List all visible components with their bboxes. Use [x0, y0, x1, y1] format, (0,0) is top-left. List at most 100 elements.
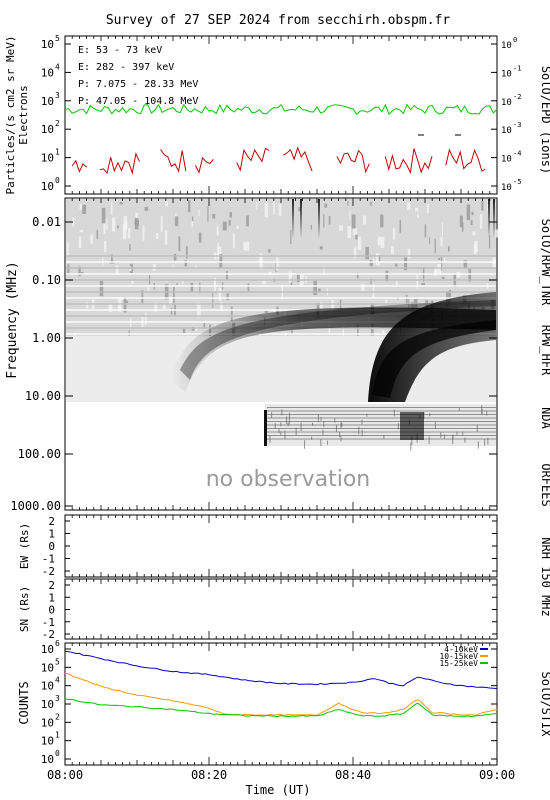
particles-ytick-right: 10 — [501, 183, 512, 193]
particles-ytick-exp: 3 — [55, 91, 60, 100]
stix-ytick-exp: 0 — [55, 749, 60, 758]
x-axis-label: Time (UT) — [245, 783, 310, 797]
figure-title: Survey of 27 SEP 2024 from secchirh.obsp… — [106, 13, 451, 28]
stix-right-label: SolO/STIX — [539, 671, 550, 737]
nrh-ytick: 2 — [48, 515, 497, 528]
x-axis: 08:00 08:20 08:40 09:00 — [47, 36, 515, 782]
label-orfees: ORFEES — [539, 463, 550, 506]
particles-ytick: 10 310-2 — [41, 91, 522, 108]
burst-2-core — [372, 320, 496, 398]
nrh-ytick: 1 — [48, 528, 497, 541]
stix-series-15-25keV — [64, 698, 498, 718]
x-tick-label: 08:20 — [191, 768, 227, 782]
nda-start-edge — [264, 410, 267, 446]
x-tick-label: 08:00 — [47, 768, 83, 782]
legend-e-53-73: E: 53 - 73 keV — [78, 45, 162, 56]
stix-ytick: 10 5 — [41, 657, 497, 674]
stix-legend-label: 4-10keV — [444, 645, 478, 654]
stix-ytick-label: 10 — [41, 643, 54, 656]
nrh-ytick-label: 2 — [48, 515, 55, 528]
nrh-sn-panel: 210-1-2 SN (Rs) — [18, 578, 498, 641]
nrh-ytick-label: 2 — [48, 579, 55, 592]
particles-ytick-right-exp: -2 — [513, 93, 521, 101]
particles-ylabel: Particles/(s cm2 sr MeV) — [4, 36, 17, 195]
nrh-ytick-label: -2 — [42, 565, 55, 578]
no-observation-label: no observation — [206, 467, 371, 492]
x-tick-label: 08:40 — [335, 768, 371, 782]
nda-burst — [400, 412, 424, 440]
stix-legend-label: 15-25keV — [439, 659, 478, 668]
stix-ytick-exp: 3 — [55, 694, 60, 703]
label-tnr: SolO/RPW_TNR — [539, 219, 550, 306]
sn-ylabel: SN (Rs) — [18, 586, 31, 632]
particles-ytick-exp: 1 — [55, 148, 60, 157]
particles-ytick-right: 10 — [501, 41, 512, 51]
label-hfr: RPW_HFR — [539, 325, 550, 376]
nrh-ytick: -1 — [42, 553, 497, 566]
epd-series-red-segment — [160, 149, 187, 173]
epd-series-red-segment — [71, 159, 87, 173]
legend-p-47-104: P: 47.05 - 104.8 MeV — [78, 96, 198, 107]
ew-ylabel: EW (Rs) — [18, 523, 31, 569]
stix-ytick: 10 3 — [41, 694, 497, 711]
radio-ytick: 1.00 — [32, 331, 497, 345]
particles-ytick-right-exp: -4 — [513, 150, 521, 158]
nrh-ytick: 2 — [48, 579, 497, 592]
burst-1-tail — [180, 300, 496, 380]
radio-ytick-label: 0.10 — [32, 273, 61, 287]
particles-legend: E: 53 - 73 keV E: 282 - 397 keV P: 7.075… — [78, 45, 198, 107]
nrh-ytick-label: -1 — [42, 616, 55, 629]
particles-ytick-label: 10 — [41, 123, 54, 136]
stix-series-lines — [64, 650, 498, 718]
particles-ytick-label: 10 — [41, 66, 54, 79]
particles-right-label: SolO/EPD (ions) — [539, 66, 550, 174]
particles-ytick-label: 10 — [41, 180, 54, 193]
epd-series-lines — [64, 103, 498, 175]
nrh-ytick: -2 — [42, 565, 497, 578]
epd-series-red-segment — [194, 156, 214, 174]
particles-ytick-right: 10 — [501, 155, 512, 165]
nrh-ytick-label: -2 — [42, 628, 55, 641]
stix-ytick: 10 1 — [41, 731, 497, 748]
burst-1 — [170, 307, 496, 392]
nrh-ytick: 1 — [48, 591, 497, 604]
stix-ytick-label: 10 — [41, 698, 54, 711]
x-tick-label: 09:00 — [479, 768, 515, 782]
stix-ytick-exp: 4 — [55, 676, 60, 685]
nrh-ytick: -2 — [42, 628, 497, 641]
stix-ytick: 10 0 — [41, 749, 497, 766]
epd-series-green — [64, 103, 498, 116]
epd-series-red-segment — [236, 147, 270, 172]
stix-legend-label: 10-15keV — [439, 652, 478, 661]
particles-ytick-right-exp: -5 — [513, 178, 521, 186]
radio-ytick: 1000.00 — [10, 499, 497, 513]
epd-series-red-segment — [283, 146, 313, 172]
radio-ytick: 0.01 — [32, 215, 497, 229]
radio-y-ticks: 0.01 0.10 1.00 10.00 100.00 1000.00 — [10, 215, 497, 513]
nrh-ytick-label: 0 — [48, 604, 55, 617]
nrh-ytick-label: 1 — [48, 591, 55, 604]
stix-ytick-exp: 6 — [55, 639, 60, 648]
particles-ytick-exp: 4 — [55, 62, 60, 71]
particles-ytick-right-exp: -3 — [513, 121, 521, 129]
stix-ytick-exp: 5 — [55, 657, 60, 666]
nrh-ew-panel: 210-1-2 EW (Rs) — [18, 514, 498, 578]
nrh-ytick: 0 — [48, 604, 497, 617]
radio-ytick-label: 0.01 — [32, 215, 61, 229]
particles-ytick: 10 210-3 — [41, 119, 522, 136]
particles-ytick-right: 10 — [501, 69, 512, 79]
nrh-right-label: NRH 150 MHz — [539, 537, 550, 616]
radio-ytick: 100.00 — [18, 447, 497, 461]
particles-ytick-label: 10 — [41, 38, 54, 51]
particles-ytick-right-exp: -1 — [513, 64, 521, 72]
stix-ytick-label: 10 — [41, 716, 54, 729]
stix-ytick-label: 10 — [41, 661, 54, 674]
nrh-ytick-label: -1 — [42, 553, 55, 566]
radio-ytick-label: 100.00 — [18, 447, 61, 461]
particles-ytick: 10 010-5 — [41, 176, 522, 193]
stix-series-10-15keV — [64, 672, 498, 717]
